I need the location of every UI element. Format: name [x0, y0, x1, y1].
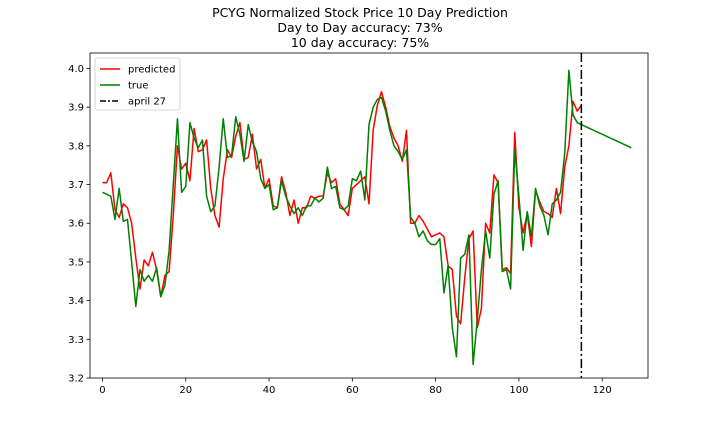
- series-line-true: [102, 69, 632, 366]
- y-tick-label: 3.5: [68, 257, 84, 268]
- x-tick-label: 120: [593, 385, 612, 396]
- y-tick-label: 3.2: [68, 374, 84, 385]
- y-tick-label: 3.7: [68, 180, 84, 191]
- legend: predicted true april 27: [94, 57, 181, 111]
- plot-lines: [102, 53, 632, 378]
- y-tick-label: 3.4: [68, 296, 84, 307]
- series-line-predicted: [102, 90, 582, 329]
- y-tick-label: 3.9: [68, 103, 84, 114]
- y-tick-label: 4.0: [68, 64, 84, 75]
- title-line-1: PCYG Normalized Stock Price 10 Day Predi…: [212, 5, 508, 20]
- y-tick-label: 3.6: [68, 219, 84, 230]
- x-axis: 0 20 40 60 80 100 120: [99, 378, 612, 396]
- legend-label-predicted: predicted: [128, 65, 175, 76]
- y-tick-label: 3.3: [68, 335, 84, 346]
- legend-label-true: true: [128, 81, 149, 92]
- x-tick-label: 20: [179, 385, 192, 396]
- x-tick-label: 60: [346, 385, 359, 396]
- x-tick-label: 100: [509, 385, 528, 396]
- legend-box: [94, 57, 181, 111]
- axes-frame: [89, 52, 649, 379]
- legend-label-april-27: april 27: [128, 97, 166, 108]
- x-tick-label: 40: [263, 385, 276, 396]
- y-axis: 3.2 3.3 3.4 3.5 3.6 3.7 3.8 3.9 4.0: [68, 64, 90, 385]
- title-line-2: Day to Day accuracy: 73%: [277, 20, 442, 35]
- title-line-3: 10 day accuracy: 75%: [291, 35, 429, 50]
- x-tick-label: 0: [99, 385, 105, 396]
- x-tick-label: 80: [429, 385, 442, 396]
- y-tick-label: 3.8: [68, 141, 84, 152]
- chart-title: PCYG Normalized Stock Price 10 Day Predi…: [212, 5, 508, 50]
